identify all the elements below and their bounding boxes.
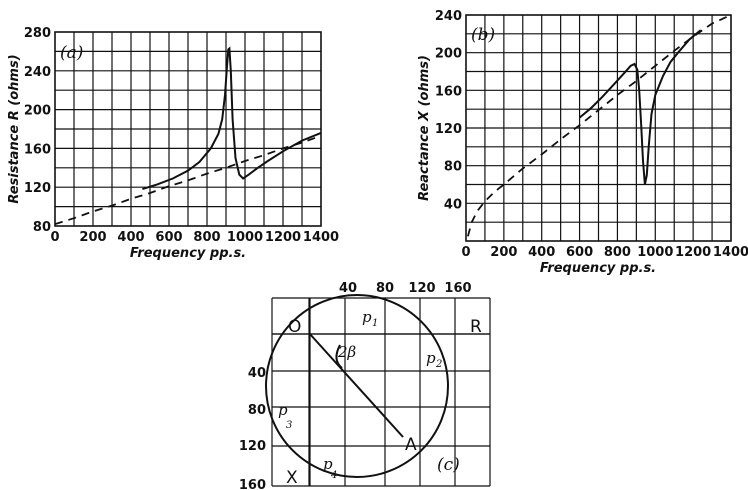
chart-c-left-tick-label: 80 [248,403,266,418]
chart-b-grid [466,15,731,241]
chart-c-top-tick-label: 80 [376,281,394,296]
chart-b-x-ticks: 0 200 400 600 800 1000 1200 1400 [461,245,748,260]
chart-c-top-tick-label: 120 [408,281,435,296]
chart-a-x-tick-label: 200 [79,230,106,245]
point-p4-subscript: 4 [330,470,337,481]
chart-a-y-tick-label: 200 [24,104,51,119]
point-p1-subscript: 1 [372,318,378,329]
chart-b-x-tick-label: 1400 [713,245,748,260]
chart-a-solid-series [142,46,322,191]
chart-c-angle-arc [335,344,343,369]
chart-a-x-ticks: 0 200 400 600 800 1000 1200 1400 [50,230,339,245]
chart-a-y-tick-label: 80 [33,220,51,235]
chart-b-x-tick-label: 400 [528,245,555,260]
chart-b-panel-label: (b) [471,25,495,45]
chart-b-y-tick-label: 240 [435,9,462,24]
chart-c-a-label: A [405,435,417,455]
chart-a-x-tick-label: 1400 [303,230,339,245]
chart-b: 0 200 400 600 800 1000 1200 1400 40 80 120 160 200 2… [417,9,748,276]
chart-a-panel-label: (a) [60,43,83,63]
point-p3-subscript: 3 [286,420,292,431]
chart-c-panel-label: (c) [437,455,460,475]
chart-c-left-tick-label: 120 [239,439,266,454]
chart-b-solid-series [578,29,702,185]
chart-b-y-tick-label: 120 [435,122,462,137]
chart-a-grid [55,32,321,226]
chart-c-top-tick-label: 40 [339,281,357,296]
chart-b-x-tick-label: 0 [461,245,470,260]
chart-b-y-ticks: 40 80 120 160 200 240 [435,9,462,212]
chart-a-y-label: Resistance R (ohms) [7,54,22,203]
point-p2: p 2 [426,349,442,370]
chart-a-x-tick-label: 1200 [265,230,301,245]
chart-c-top-tick-label: 160 [444,281,471,296]
chart-b-y-tick-label: 40 [444,197,462,212]
chart-c-circle [265,294,449,478]
chart-b-frame [465,14,732,242]
chart-a-x-tick-label: 0 [50,230,59,245]
chart-c-ticks: 40 80 120 160 40 80 120 160 [239,281,472,490]
chart-a-y-tick-label: 280 [24,26,51,41]
chart-b-x-tick-label: 600 [566,245,593,260]
chart-b-y-tick-label: 80 [444,160,462,175]
chart-a-y-tick-label: 160 [24,142,51,157]
chart-b-y-tick-label: 160 [435,84,462,99]
point-p2-subscript: 2 [435,359,442,370]
chart-a: 0 200 400 600 800 1000 1200 1400 80 120 160 200 240… [7,26,339,261]
chart-b-y-label: Reactance X (ohms) [417,55,432,201]
point-p1-label: p [362,308,372,326]
chart-a-x-tick-label: 1000 [227,230,263,245]
point-p3: p 3 [278,401,292,431]
chart-a-x-tick-label: 600 [155,230,182,245]
point-p3-label: p [278,401,288,419]
chart-a-x-tick-label: 800 [193,230,220,245]
chart-b-x-tick-label: 1000 [637,245,673,260]
chart-b-x-tick-label: 1200 [675,245,711,260]
chart-b-x-label: Frequency pp.s. [540,261,656,276]
chart-a-y-tick-label: 120 [24,181,51,196]
point-p4-label: p [323,455,333,473]
chart-b-y-tick-label: 200 [435,47,462,62]
chart-c-angle-label: 2β [337,343,357,361]
chart-b-dashed-series [467,14,732,237]
chart-c-x-label: X [286,468,298,488]
point-p2-label: p [426,349,436,367]
chart-c-diameter [308,332,404,438]
chart-a-dashed-series [54,134,322,225]
chart-c-grid [271,297,491,487]
chart-a-x-label: Frequency pp.s. [130,246,246,261]
chart-c-origin-label: O [288,317,301,337]
chart-c-left-tick-label: 40 [248,366,266,381]
chart-a-x-tick-label: 400 [117,230,144,245]
chart-c-left-tick-label: 160 [239,478,266,490]
chart-b-x-tick-label: 800 [604,245,631,260]
point-p1: p 1 [362,308,378,329]
chart-b-x-tick-label: 200 [490,245,517,260]
chart-a-frame [54,31,322,227]
chart-c-r-label: R [470,317,482,337]
point-p4: p 4 [323,455,337,481]
chart-a-y-tick-label: 240 [24,65,51,80]
chart-a-y-ticks: 80 120 160 200 240 280 [24,26,51,235]
